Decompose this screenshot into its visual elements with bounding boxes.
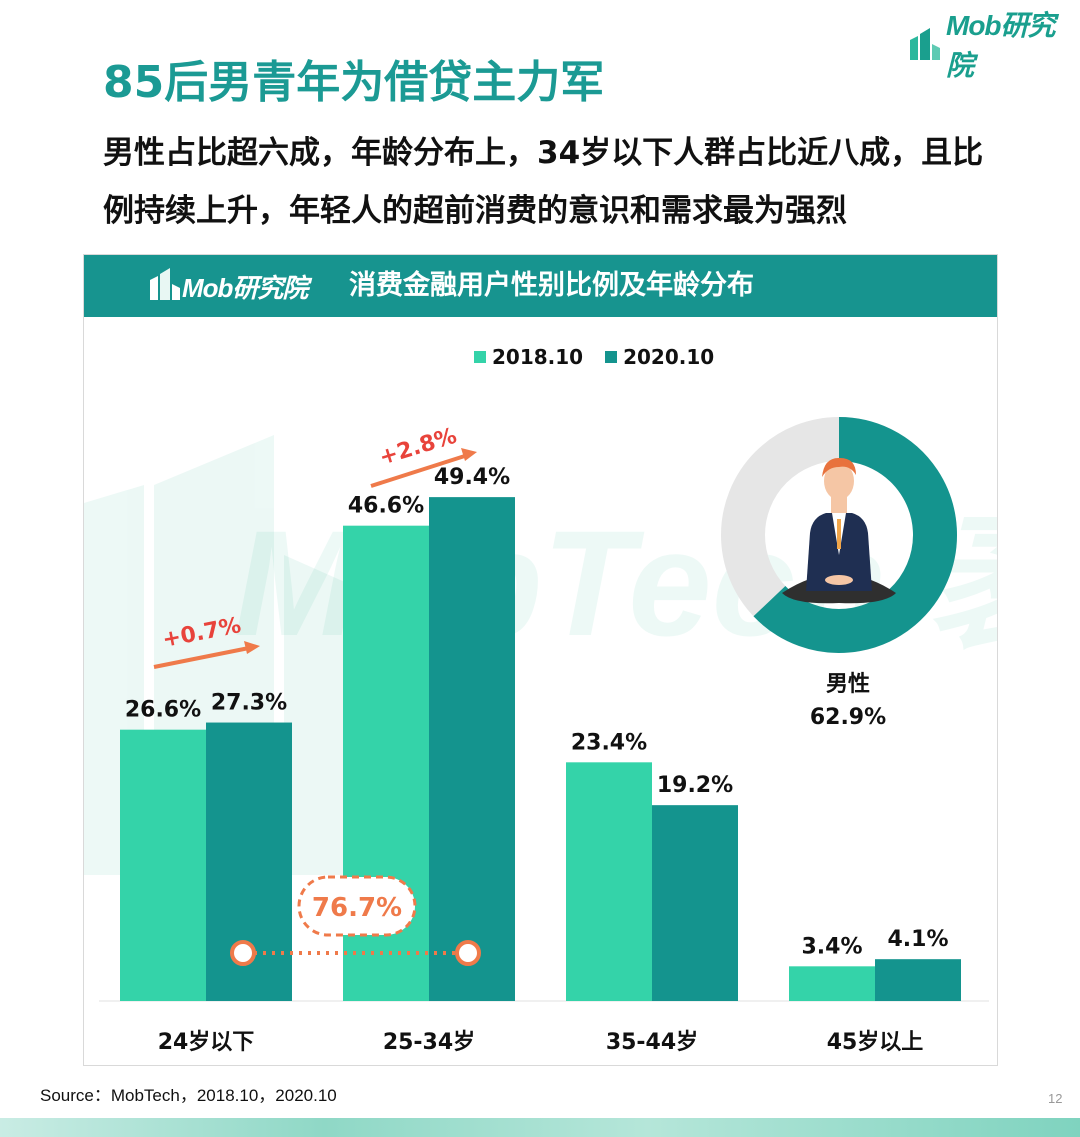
donut-label-male: 男性 (826, 672, 870, 697)
bar-value-label: 4.1% (887, 927, 948, 952)
category-label: 45岁以上 (827, 1029, 924, 1055)
bar-2018.10-35-44岁 (566, 762, 652, 1001)
legend-swatch-2018 (474, 351, 486, 363)
bar-value-label: 49.4% (434, 465, 510, 490)
connector-end-dot (455, 940, 481, 966)
bar-value-label: 46.6% (348, 494, 424, 519)
seated-man-illustration-icon (782, 457, 896, 604)
category-label: 24岁以下 (158, 1029, 255, 1055)
category-label: 25-34岁 (383, 1029, 475, 1055)
source-note: Source：MobTech，2018.10，2020.10 (40, 1086, 337, 1105)
gender-donut: 男性 62.9% (721, 417, 957, 730)
page-subtitle: 男性占比超六成，年龄分布上，34岁以下人群占比近八成，且比例持续上升，年轻人的超… (103, 135, 984, 229)
header-brand-logo: Mob研究院 (908, 10, 1080, 81)
category-label: 35-44岁 (606, 1029, 698, 1055)
bar-value-label: 23.4% (571, 730, 647, 755)
panel-header: Mob研究院 消费金融用户性别比例及年龄分布 (84, 255, 997, 317)
total-under-34-annotation: 76.7% (230, 875, 481, 966)
bar-value-labels: 26.6% 27.3% 46.6% 49.4% 23.4% 19.2% 3.4% 4.1% (125, 465, 949, 959)
legend-label-2018: 2018.10 (492, 345, 584, 369)
category-labels: 24岁以下 25-34岁 35-44岁 45岁以上 (158, 1029, 924, 1055)
increase-arrow-icon (370, 452, 472, 488)
footer-bar (0, 1118, 1080, 1137)
building-logo-icon (148, 266, 182, 306)
chart-legend: 2018.10 2020.10 (474, 345, 714, 369)
legend-swatch-2020 (605, 351, 618, 363)
total-under-34-label: 76.7% (312, 893, 402, 923)
bar-2020.10-45岁以上 (875, 959, 961, 1001)
bar-2020.10-25-34岁 (429, 497, 515, 1001)
page-title: 85后男青年为借贷主力军 (103, 57, 605, 108)
panel-brand-logo: Mob研究院 (148, 263, 308, 309)
donut-value-male: 62.9% (810, 705, 886, 730)
chart-panel: MobTech 袤博 Mob研究院 消费金融用户性别比例及年龄分布 2018.1… (83, 254, 998, 1066)
bar-2020.10-35-44岁 (652, 805, 738, 1001)
donut-slice-male (753, 417, 957, 653)
page-number: 12 (1048, 1091, 1063, 1106)
increase-arrow-icon (153, 645, 255, 669)
increase-arrowhead-icon (461, 448, 477, 461)
connector-start-dot (230, 940, 256, 966)
bar-2018.10-45岁以上 (789, 966, 875, 1001)
increase-arrowhead-icon (244, 641, 260, 654)
brand-name: Mob研究院 (946, 10, 1056, 81)
age-gender-chart: 26.6% 27.3% 46.6% 49.4% 23.4% 19.2% 3.4% 4.1% 2… (99, 417, 989, 1055)
bar-value-label: 27.3% (211, 691, 287, 716)
delta-label-24: +0.7% (160, 613, 243, 653)
bar-value-label: 19.2% (657, 773, 733, 798)
legend-item-2018: 2018.10 (474, 345, 583, 369)
bar-value-label: 26.6% (125, 698, 201, 723)
bar-2018.10-24岁以下 (120, 729, 206, 1001)
total-badge (297, 875, 417, 937)
panel-brand-name: Mob研究院 (182, 272, 308, 303)
legend-item-2020: 2020.10 (605, 345, 714, 369)
bar-value-label: 3.4% (801, 934, 862, 959)
chart-title: 消费金融用户性别比例及年龄分布 (349, 270, 754, 301)
building-logo-icon (908, 26, 942, 62)
increase-annotation-24: +0.7% (153, 613, 260, 669)
legend-label-2020: 2020.10 (623, 345, 715, 369)
